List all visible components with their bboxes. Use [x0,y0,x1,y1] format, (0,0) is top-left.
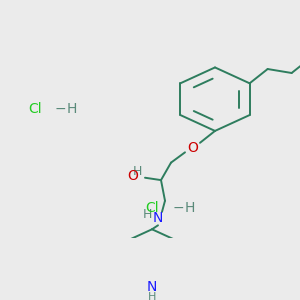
Text: H: H [142,208,152,221]
Text: N: N [147,280,157,294]
Text: H: H [67,102,77,116]
Text: H: H [148,292,156,300]
Text: O: O [188,141,198,155]
Text: N: N [153,211,163,225]
Text: H: H [185,201,195,215]
Text: Cl: Cl [28,102,42,116]
Text: −: − [55,102,67,116]
Text: O: O [128,169,138,183]
Text: H: H [132,165,142,178]
Text: Cl: Cl [145,201,159,215]
Text: −: − [173,201,184,215]
